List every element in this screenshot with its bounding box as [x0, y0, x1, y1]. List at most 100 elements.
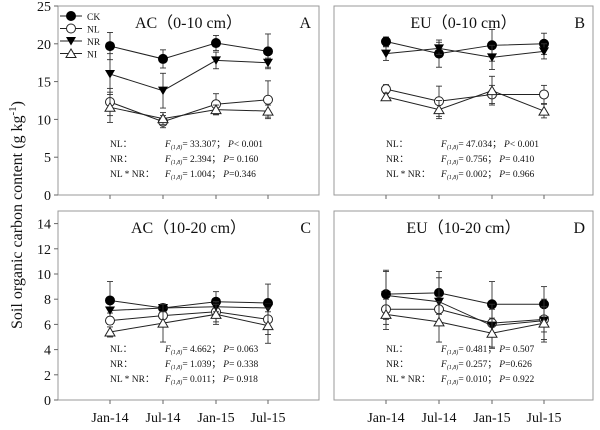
stat-term: NR： — [386, 360, 409, 370]
series-CK — [105, 281, 273, 323]
x-tick-label: Jul-15 — [527, 411, 562, 426]
legend-label: NI — [87, 51, 97, 61]
stat-term: NL： — [386, 345, 408, 355]
data-point — [262, 320, 274, 331]
data-point — [262, 105, 274, 116]
data-point — [105, 295, 115, 306]
plot-frame — [57, 210, 320, 401]
data-point — [486, 327, 498, 338]
series-line — [385, 313, 545, 334]
data-point — [539, 89, 549, 100]
panel-letter: B — [574, 15, 585, 32]
panel-letter: C — [300, 220, 311, 237]
data-point — [211, 56, 221, 65]
series-line — [385, 90, 545, 112]
plot-frame — [333, 5, 594, 196]
data-point — [210, 104, 222, 115]
stat-f: F(1,8)= 0.002； P= 0.966 — [440, 170, 534, 181]
data-point — [538, 317, 550, 328]
y-tick-label: 0 — [44, 189, 51, 204]
series-NL — [381, 293, 549, 338]
series-line — [385, 294, 545, 327]
series-line — [386, 308, 545, 324]
plot-frame — [57, 5, 320, 196]
y-tick-label: 4 — [44, 344, 51, 359]
stat-term: NL * NR： — [386, 375, 431, 385]
x-tick-label: Jan-15 — [197, 411, 234, 426]
stat-f: F(1,8)= 2.394； P= 0.160 — [164, 155, 258, 166]
data-point — [381, 49, 391, 59]
y-tick-label: 5 — [44, 151, 51, 166]
series-line — [109, 106, 269, 120]
stat-term: NR： — [110, 360, 133, 370]
series-line — [385, 88, 544, 102]
stat-f: F(1,8)= 0.010； P= 0.922 — [440, 375, 534, 386]
data-point — [104, 101, 116, 112]
series-NR — [381, 41, 549, 70]
series-CK — [105, 32, 273, 70]
stat-term: NL * NR： — [386, 170, 431, 180]
series-CK — [381, 28, 549, 68]
series-line — [385, 292, 544, 305]
y-tick-label: 8 — [44, 293, 51, 308]
panel-title: EU（0-10 cm） — [410, 14, 516, 32]
data-point — [157, 113, 169, 124]
panel-title: EU（10-20 cm） — [406, 219, 520, 237]
stat-term: NR： — [386, 155, 409, 165]
data-point — [105, 306, 115, 316]
series-line — [109, 59, 269, 92]
data-point — [211, 38, 221, 49]
stat-term: NL： — [386, 140, 408, 150]
y-tick-label: 12 — [37, 243, 51, 258]
data-point — [380, 308, 392, 319]
data-point — [538, 105, 550, 116]
data-point — [263, 58, 273, 68]
panel-letter: A — [299, 15, 311, 32]
x-tick-label: Jan-15 — [473, 411, 510, 426]
data-point — [105, 315, 115, 326]
series-NL — [105, 301, 273, 335]
stat-term: NL： — [110, 345, 132, 355]
data-point — [433, 104, 445, 115]
x-tick-label: Jul-14 — [422, 411, 457, 426]
data-point — [157, 317, 169, 328]
data-point — [263, 94, 273, 105]
stat-term: NL * NR： — [110, 170, 155, 180]
panel-letter: D — [573, 220, 585, 237]
legend-item-NL: NL — [60, 23, 100, 36]
y-tick-label: 10 — [37, 268, 51, 283]
panel-B: EU（0-10 cm） B NL： F(1,8)= 47.034； P< 0.001 N… — [333, 5, 594, 199]
data-point — [105, 70, 115, 79]
panel-title: AC（10-20 cm） — [131, 219, 246, 237]
x-tick-label: Jan-14 — [91, 411, 128, 426]
legend-marker — [65, 48, 77, 58]
data-point — [433, 316, 445, 327]
data-point — [486, 85, 498, 96]
series-NI — [104, 303, 274, 344]
legend-marker — [66, 11, 76, 21]
stat-f: F(1,8)= 0.257； P=0.626 — [440, 360, 532, 371]
data-point — [105, 41, 115, 52]
legend-marker — [66, 23, 76, 34]
stat-term: NL * NR： — [110, 375, 155, 385]
stat-f: F(1,8)= 33.307； P< 0.001 — [164, 140, 263, 151]
data-point — [539, 47, 549, 56]
series-line — [109, 299, 269, 309]
series-NI — [104, 91, 274, 126]
stat-f: F(1,8)= 1.039； P= 0.338 — [164, 360, 258, 371]
series-NI — [380, 298, 550, 349]
panel-title: AC（0-10 cm） — [135, 14, 242, 32]
legend-label: CK — [87, 13, 100, 23]
data-point — [104, 326, 116, 337]
series-NL — [105, 80, 273, 129]
series-CK — [381, 269, 549, 328]
series-line — [109, 99, 269, 123]
series-line — [109, 42, 269, 60]
x-tick-label: Jul-14 — [146, 411, 181, 426]
y-tick-label: 2 — [44, 369, 51, 384]
data-point — [263, 46, 273, 57]
panel-D: Jan-14 Jul-14 Jan-15 Jul-15 EU（10-20 cm） D NL：… — [333, 210, 594, 426]
data-point — [158, 53, 168, 64]
stat-f: F(1,8)= 0.756； P= 0.410 — [440, 155, 534, 166]
